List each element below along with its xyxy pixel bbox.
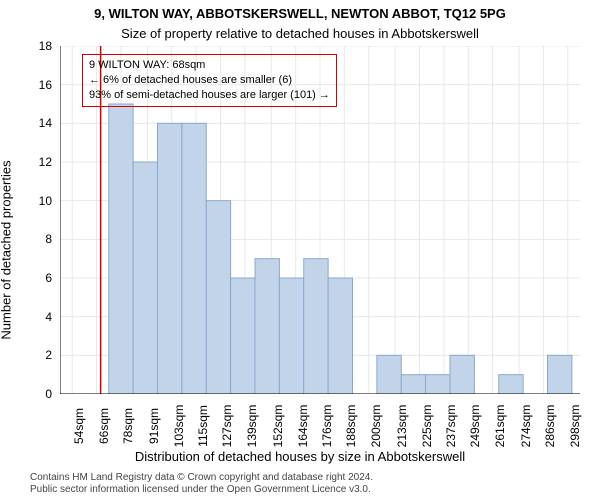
x-tick-label: 176sqm bbox=[320, 405, 334, 448]
y-tick-label: 2 bbox=[22, 348, 52, 362]
y-tick-label: 8 bbox=[22, 232, 52, 246]
x-tick-label: 188sqm bbox=[344, 405, 358, 448]
x-tick-label: 237sqm bbox=[444, 405, 458, 448]
callout-box: 9 WILTON WAY: 68sqm ← 6% of detached hou… bbox=[82, 54, 337, 107]
y-axis-label: Number of detached properties bbox=[0, 160, 14, 339]
x-tick-label: 127sqm bbox=[220, 405, 234, 448]
y-tick-label: 6 bbox=[22, 271, 52, 285]
callout-line3: 93% of semi-detached houses are larger (… bbox=[89, 88, 330, 103]
x-tick-container: 54sqm 66sqm 78sqm 91sqm 103sqm 115sqm 127sqm 13… bbox=[60, 394, 580, 454]
footer-line2: Public sector information licensed under… bbox=[30, 484, 590, 496]
x-tick-label: 298sqm bbox=[568, 405, 582, 448]
x-axis-label: Distribution of detached houses by size … bbox=[0, 449, 600, 464]
x-tick-label: 261sqm bbox=[493, 405, 507, 448]
y-tick-label: 18 bbox=[22, 39, 52, 53]
footer-text: Contains HM Land Registry data © Crown c… bbox=[30, 472, 590, 496]
x-tick-label: 66sqm bbox=[97, 408, 111, 444]
callout-line1: 9 WILTON WAY: 68sqm bbox=[89, 58, 330, 73]
x-tick-label: 103sqm bbox=[172, 405, 186, 448]
footer-line1: Contains HM Land Registry data © Crown c… bbox=[30, 472, 590, 484]
x-tick-label: 225sqm bbox=[420, 405, 434, 448]
x-tick-label: 139sqm bbox=[245, 405, 259, 448]
x-tick-label: 249sqm bbox=[468, 405, 482, 448]
chart-title-main: 9, WILTON WAY, ABBOTSKERSWELL, NEWTON AB… bbox=[0, 6, 600, 21]
x-tick-label: 152sqm bbox=[271, 405, 285, 448]
y-tick-label: 10 bbox=[22, 194, 52, 208]
y-tick-label: 0 bbox=[22, 387, 52, 401]
y-tick-label: 12 bbox=[22, 155, 52, 169]
y-tick-container: 024681012141618 bbox=[26, 46, 56, 394]
x-tick-label: 274sqm bbox=[519, 405, 533, 448]
x-tick-label: 213sqm bbox=[395, 405, 409, 448]
y-tick-label: 16 bbox=[22, 78, 52, 92]
x-tick-label: 54sqm bbox=[72, 408, 86, 444]
y-tick-label: 4 bbox=[22, 310, 52, 324]
callout-line2: ← 6% of detached houses are smaller (6) bbox=[89, 73, 330, 88]
x-tick-label: 164sqm bbox=[296, 405, 310, 448]
x-tick-label: 200sqm bbox=[369, 405, 383, 448]
x-tick-label: 91sqm bbox=[147, 408, 161, 444]
y-tick-label: 14 bbox=[22, 116, 52, 130]
chart-title-sub: Size of property relative to detached ho… bbox=[0, 26, 600, 41]
x-tick-label: 115sqm bbox=[196, 405, 210, 447]
x-tick-label: 286sqm bbox=[543, 405, 557, 448]
x-tick-label: 78sqm bbox=[121, 408, 135, 444]
